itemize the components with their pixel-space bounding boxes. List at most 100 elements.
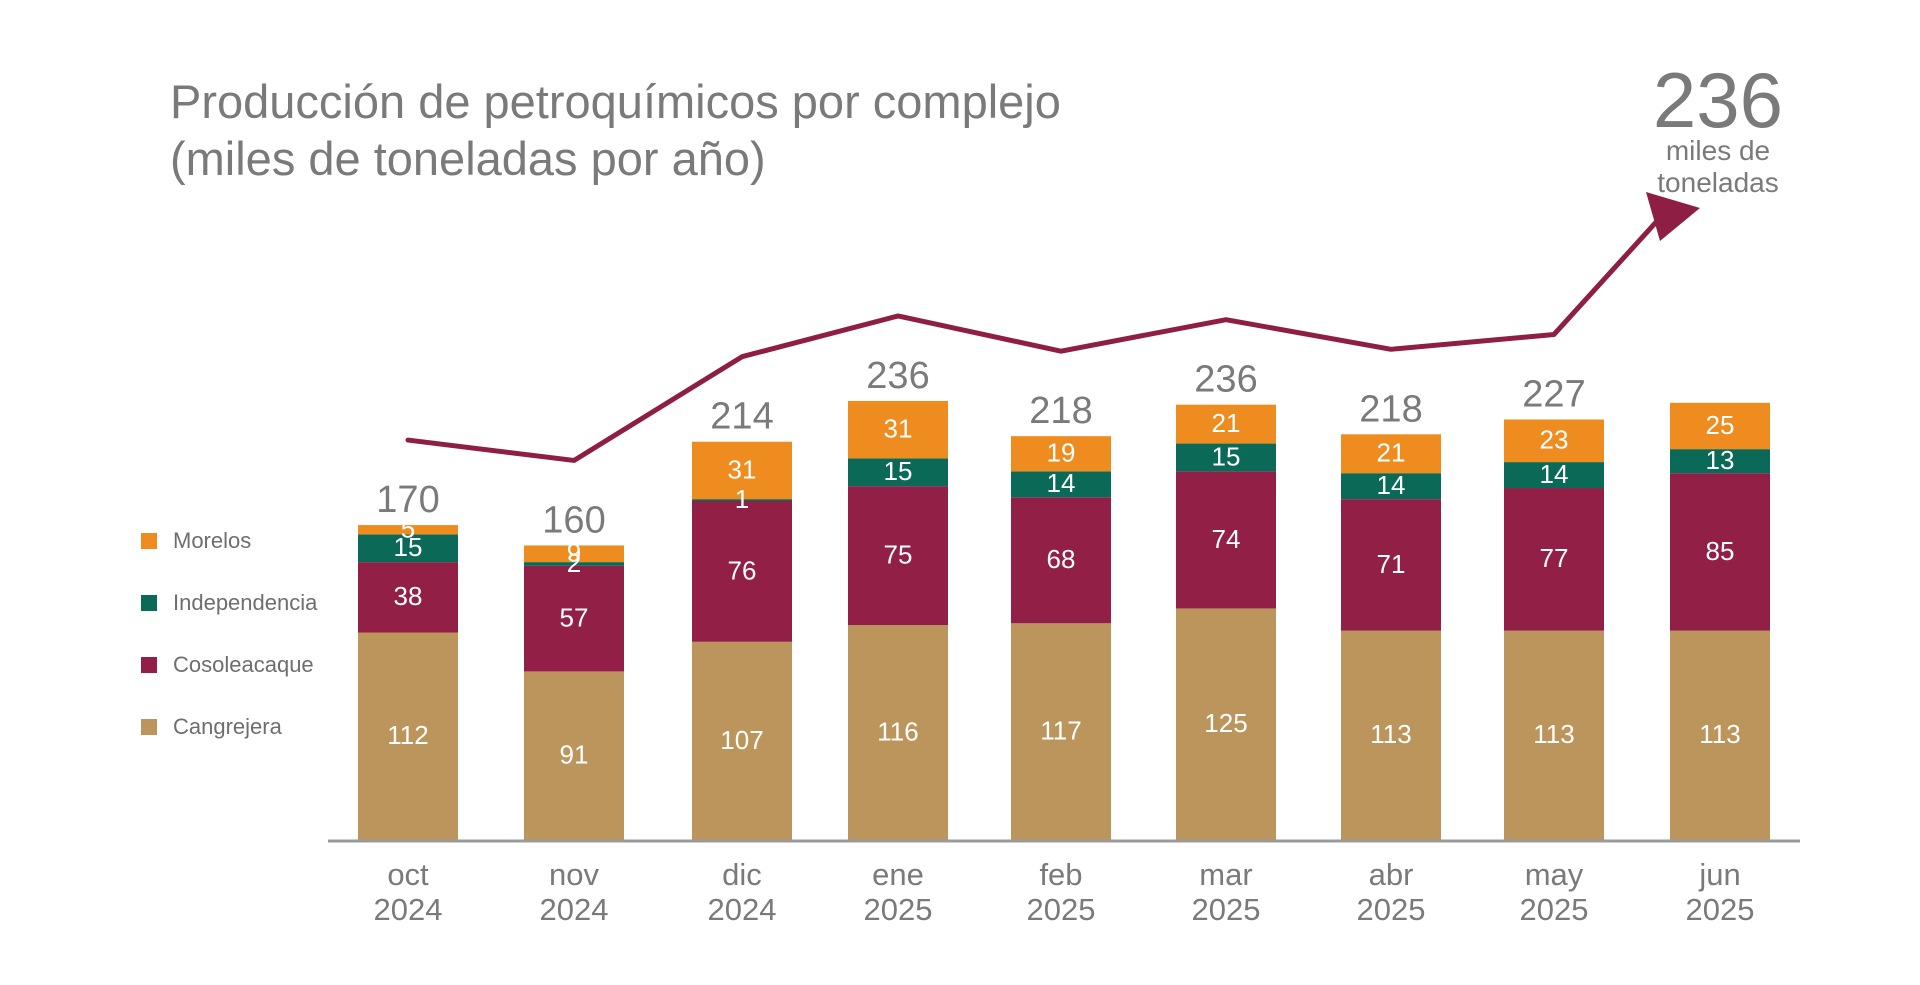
bar-segment-independencia [848, 458, 948, 487]
x-tick-month: feb [1039, 857, 1082, 892]
bar-segment-morelos [358, 525, 458, 535]
segment-value-label: 71 [1377, 549, 1406, 579]
segment-value-label: 85 [1706, 536, 1735, 566]
segment-value-label: 1 [735, 484, 749, 514]
bar-segment-morelos [692, 441, 792, 500]
x-tick-month: may [1525, 857, 1584, 892]
legend-label-cangrejera: Cangrejera [173, 714, 283, 739]
bar-segment-cangrejera [1176, 608, 1276, 840]
bar-segment-cangrejera [1011, 623, 1111, 840]
bar-segment-independencia [524, 562, 624, 566]
segment-value-label: 31 [884, 414, 913, 444]
bar-segment-cosoleacaque [1176, 471, 1276, 609]
bar-segment-independencia [1670, 449, 1770, 474]
x-tick-month: abr [1369, 857, 1414, 892]
bar-segment-independencia [1176, 443, 1276, 472]
x-tick-year: 2024 [540, 892, 609, 927]
segment-value-label: 13 [1706, 445, 1735, 475]
bar-segment-independencia [1341, 473, 1441, 500]
x-tick-month: oct [387, 857, 429, 892]
segment-value-label: 68 [1047, 544, 1076, 574]
bar-segment-cangrejera [1341, 630, 1441, 840]
total-label: 227 [1522, 373, 1585, 415]
x-tick-month: jun [1698, 857, 1740, 892]
segment-value-label: 77 [1540, 543, 1569, 573]
segment-value-label: 76 [728, 555, 757, 585]
x-tick-year: 2025 [1686, 892, 1755, 927]
segment-value-label: 14 [1377, 470, 1406, 500]
legend-label-independencia: Independencia [173, 590, 318, 615]
bar-segment-morelos [524, 545, 624, 563]
x-tick-month: ene [872, 857, 924, 892]
x-tick-year: 2024 [708, 892, 777, 927]
bar-segment-cangrejera [1504, 630, 1604, 840]
bars-layer [358, 400, 1770, 840]
segment-value-label: 91 [560, 740, 589, 770]
segment-value-label: 14 [1540, 459, 1569, 489]
legend: Morelos Independencia Cosoleacaque Cangreje… [141, 528, 318, 739]
bar-segment-cosoleacaque [1341, 499, 1441, 631]
x-tick-year: 2025 [1027, 892, 1096, 927]
segment-value-label: 2 [567, 548, 581, 578]
bar-segment-cosoleacaque [848, 486, 948, 626]
bar-segment-independencia [1011, 471, 1111, 498]
labels-layer: 1123815517091572916010776131214116751531… [376, 355, 1740, 770]
segment-value-label: 5 [401, 514, 415, 544]
total-label: 160 [542, 499, 605, 541]
bar-segment-morelos [1504, 419, 1604, 463]
bar-segment-cosoleacaque [692, 500, 792, 642]
legend-label-cosoleacaque: Cosoleacaque [173, 652, 314, 677]
total-label: 236 [1194, 359, 1257, 401]
x-tick-month: nov [549, 857, 599, 892]
trend-layer [405, 192, 1700, 463]
x-tick-year: 2025 [864, 892, 933, 927]
bar-segment-morelos [848, 400, 948, 459]
segment-value-label: 112 [387, 720, 428, 750]
legend-swatch-cangrejera [141, 719, 157, 735]
chart-subtitle: (miles de toneladas por año) [170, 132, 766, 185]
segment-value-label: 116 [877, 716, 918, 746]
bar-segment-independencia [1504, 462, 1604, 489]
segment-value-label: 113 [1699, 719, 1740, 749]
bar-segment-cosoleacaque [1670, 473, 1770, 631]
segment-value-label: 15 [1212, 441, 1241, 471]
segment-value-label: 21 [1212, 408, 1241, 438]
bar-segment-cosoleacaque [1504, 488, 1604, 631]
segment-value-label: 31 [728, 454, 757, 484]
bar-segment-morelos [1670, 402, 1770, 450]
bar-segment-cangrejera [524, 671, 624, 840]
segment-value-label: 113 [1533, 719, 1574, 749]
x-tick-month: mar [1199, 857, 1252, 892]
legend-swatch-morelos [141, 533, 157, 549]
x-axis: oct2024nov2024dic2024ene2025feb2025mar20… [328, 839, 1800, 927]
segment-value-label: 117 [1040, 716, 1081, 746]
segment-value-label: 125 [1204, 708, 1247, 738]
segment-value-label: 75 [884, 540, 913, 570]
bar-segment-cosoleacaque [524, 565, 624, 672]
segment-value-label: 21 [1377, 438, 1406, 468]
bar-segment-cangrejera [1670, 630, 1770, 840]
segment-value-label: 57 [560, 603, 589, 633]
bar-segment-cosoleacaque [1011, 497, 1111, 624]
segment-value-label: 113 [1370, 719, 1411, 749]
bar-segment-cosoleacaque [358, 562, 458, 633]
total-label: 218 [1359, 388, 1422, 430]
total-label: 170 [376, 479, 439, 521]
segment-value-label: 74 [1212, 524, 1241, 554]
legend-label-morelos: Morelos [173, 528, 251, 553]
bar-segment-cangrejera [692, 641, 792, 840]
bar-segment-morelos [1176, 404, 1276, 444]
trend-arrowhead [1646, 192, 1700, 241]
legend-swatch-independencia [141, 595, 157, 611]
segment-value-label: 15 [884, 456, 913, 486]
segment-value-label: 14 [1047, 468, 1076, 498]
legend-swatch-cosoleacaque [141, 657, 157, 673]
highlight-unit-line2: toneladas [1657, 167, 1778, 198]
segment-value-label: 38 [394, 581, 423, 611]
bar-segment-morelos [1341, 434, 1441, 474]
highlight-unit-line1: miles de [1666, 135, 1770, 166]
x-tick-year: 2024 [374, 892, 443, 927]
x-tick-year: 2025 [1357, 892, 1426, 927]
